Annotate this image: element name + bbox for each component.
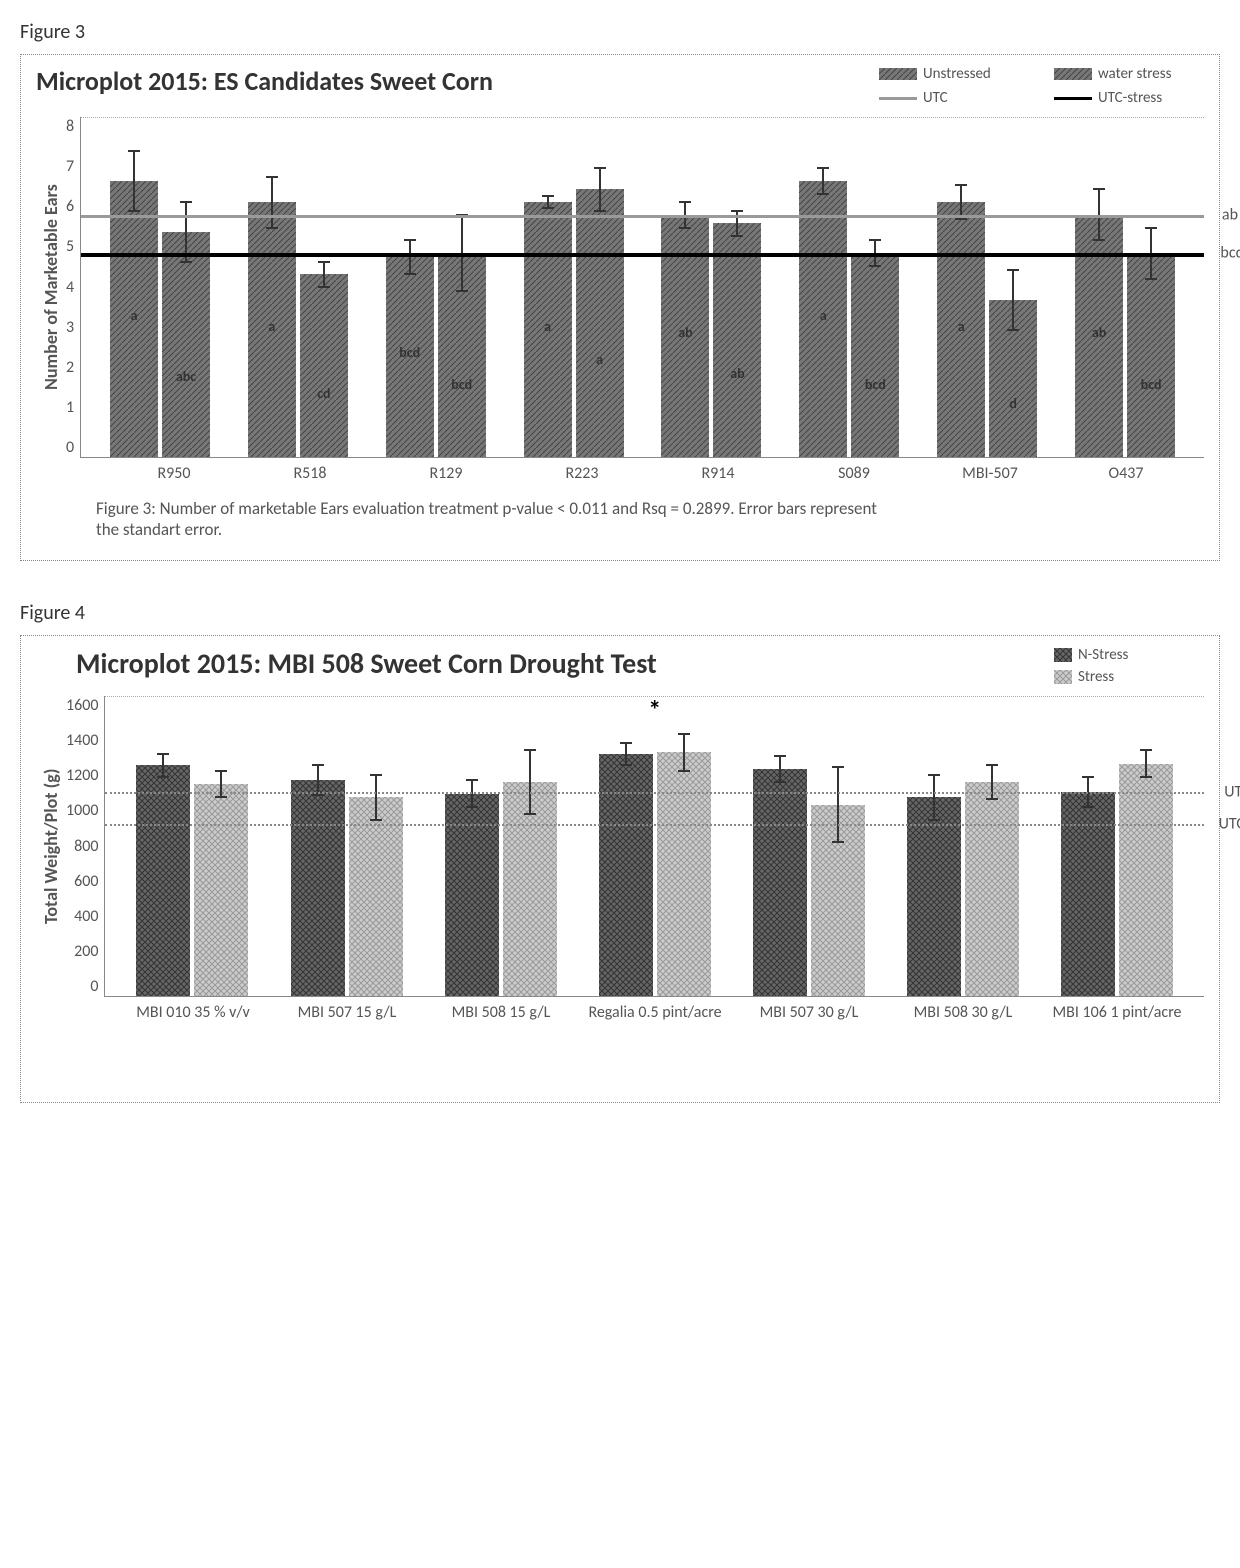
figure3-title: Microplot 2015: ES Candidates Sweet Corn	[36, 65, 493, 97]
legend-line-utcstress	[1054, 97, 1092, 100]
figure4-title: Microplot 2015: MBI 508 Sweet Corn Droug…	[76, 646, 657, 681]
figure3-ylabel: Number of Marketable Ears	[36, 117, 66, 458]
legend-label-nstress: N-Stress	[1078, 646, 1128, 664]
figure3-bars: aabcacdbcdbcdaaabababcdadabbcd	[81, 117, 1204, 457]
figure3-plot-area: aabcacdbcdbcdaaabababcdadabbcd abbcd	[80, 117, 1204, 458]
legend-label-unstressed: Unstressed	[923, 65, 991, 83]
figure4-legend: N-Stress Stress	[1054, 646, 1204, 686]
legend-swatch-unstressed	[879, 68, 917, 80]
figure4-bars: *	[105, 696, 1204, 996]
legend-label-stress: Stress	[1078, 668, 1114, 686]
figure4-chart: Microplot 2015: MBI 508 Sweet Corn Droug…	[20, 635, 1220, 1103]
legend-swatch-nstress	[1054, 648, 1072, 662]
legend-swatch-waterstress	[1054, 68, 1092, 80]
figure3-caption: Figure 3: Number of marketable Ears eval…	[96, 498, 896, 540]
figure3-chart: Microplot 2015: ES Candidates Sweet Corn…	[20, 54, 1220, 561]
legend-label-utc: UTC	[923, 89, 948, 107]
figure3-legend: Unstressed water stress UTC UTC-stress	[879, 65, 1204, 107]
legend-label-waterstress: water stress	[1098, 65, 1172, 83]
figure3-xaxis: R950R518R129R223R914S089MBI-507O437	[96, 458, 1204, 483]
legend-swatch-stress	[1054, 670, 1072, 684]
figure4-yaxis: 16001400120010008006004002000	[66, 696, 104, 996]
figure4-ylabel: Total Weight/Plot (g)	[36, 696, 66, 997]
figure3-label: Figure 3	[20, 20, 1220, 44]
legend-line-utc	[879, 97, 917, 100]
figure4-plot-area: * UTC-StressUTC N-Stres	[104, 696, 1204, 997]
legend-label-utcstress: UTC-stress	[1098, 89, 1162, 107]
figure4-label: Figure 4	[20, 601, 1220, 625]
figure3-yaxis: 876543210	[66, 117, 80, 457]
figure4-xaxis: MBI 010 35 % v/vMBI 507 15 g/LMBI 508 15…	[106, 997, 1204, 1022]
